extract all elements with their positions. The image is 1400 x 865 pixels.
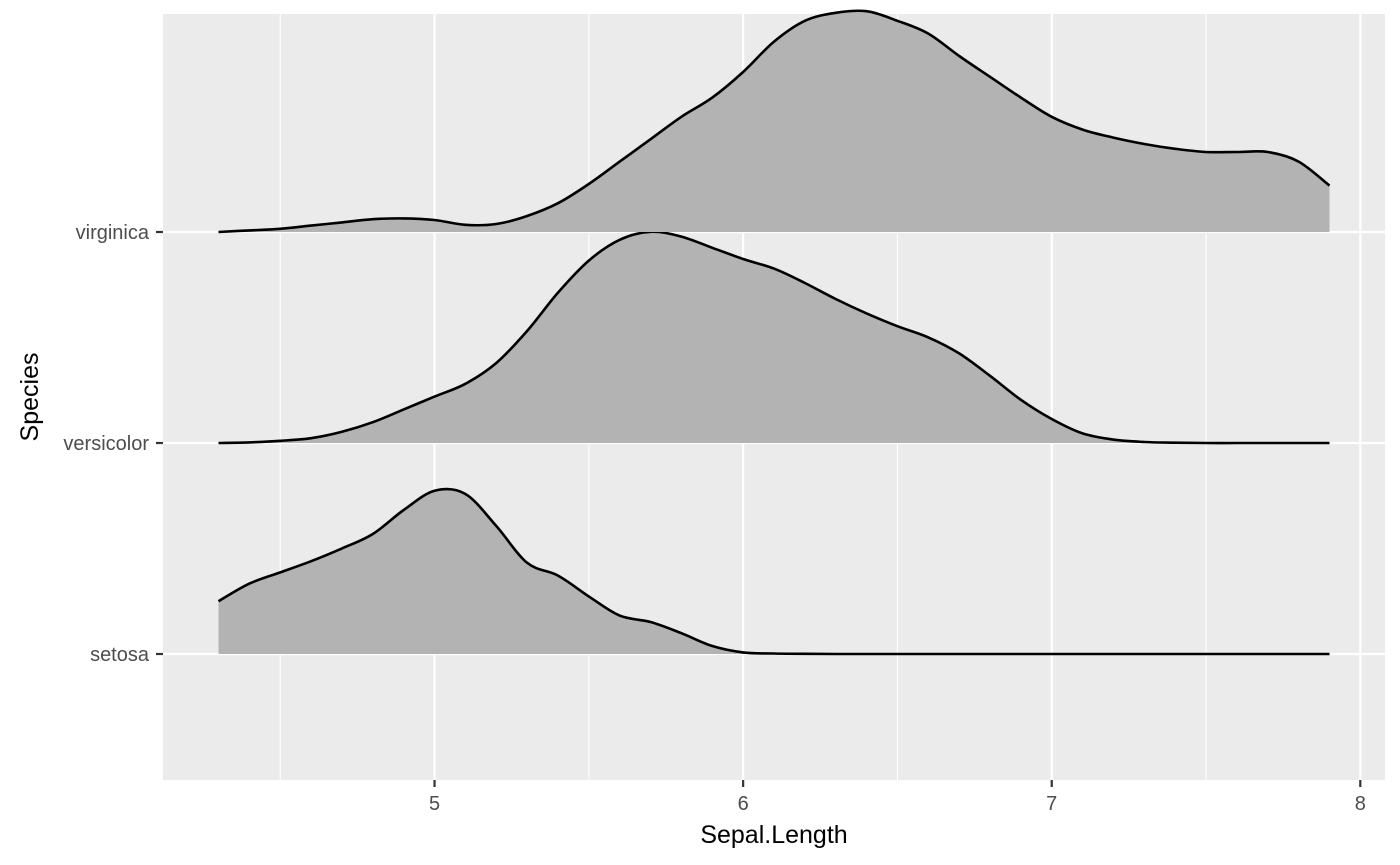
ridge-line-setosa: [217, 487, 1330, 656]
y-tick-label-setosa: setosa: [90, 644, 150, 666]
ridge-setosa: [217, 487, 1330, 656]
ridge-line-virginica: [218, 9, 1331, 234]
x-tick-label: 5: [429, 793, 440, 815]
x-tick-label: 8: [1355, 793, 1366, 815]
ridge-virginica: [218, 9, 1331, 234]
y-tick-label-versicolor: versicolor: [63, 433, 149, 455]
x-tick-label: 6: [738, 793, 749, 815]
y-axis-title: Species: [16, 353, 44, 442]
ridges: [217, 9, 1331, 656]
y-axis: setosa versicolor virginica: [63, 222, 163, 666]
x-tick-label: 7: [1046, 793, 1057, 815]
ridge-fill-virginica: [218, 10, 1330, 232]
ridge-fill-setosa: [218, 489, 1330, 654]
y-tick-label-virginica: virginica: [76, 222, 150, 244]
x-axis-title: Sepal.Length: [700, 821, 847, 849]
ridge-versicolor: [218, 230, 1330, 445]
ridge-fill-versicolor: [218, 231, 1330, 444]
ridge-line-versicolor: [218, 230, 1330, 445]
x-axis: 5 6 7 8: [429, 780, 1366, 815]
